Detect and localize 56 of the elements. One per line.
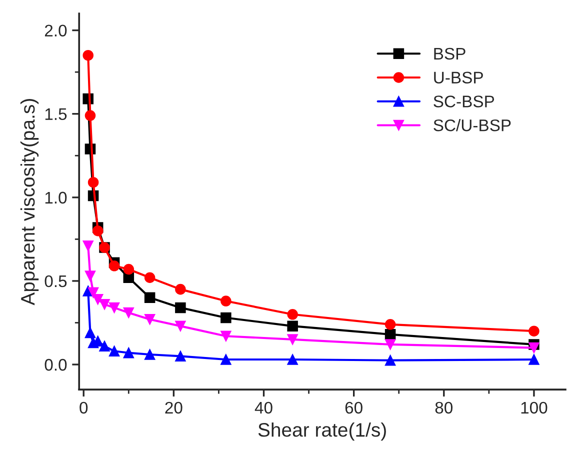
point	[175, 320, 186, 332]
point	[99, 298, 110, 310]
point	[123, 264, 134, 275]
y-tick-label: 1.0	[45, 192, 67, 204]
point	[144, 292, 156, 304]
point	[144, 314, 156, 325]
point	[220, 296, 232, 306]
point	[220, 312, 232, 324]
point	[108, 260, 120, 272]
point	[84, 270, 96, 282]
point	[384, 319, 396, 330]
point	[528, 326, 540, 336]
point	[88, 287, 99, 298]
point	[384, 339, 396, 350]
x-tick-label: 0	[80, 402, 88, 414]
point	[220, 330, 232, 342]
legend-label: SC-BSP	[434, 96, 494, 108]
x-tick-label: 20	[165, 402, 182, 414]
point	[108, 346, 120, 357]
point	[528, 342, 540, 354]
legend-label: SC/U-BSP	[434, 119, 511, 132]
point	[92, 294, 104, 305]
x-tick-label: 80	[435, 402, 453, 414]
point	[82, 50, 94, 61]
point	[287, 354, 298, 365]
point	[175, 350, 186, 362]
point	[123, 347, 134, 358]
y-tick-label: 1.5	[45, 108, 67, 120]
point	[384, 354, 396, 366]
point	[108, 302, 120, 314]
point	[144, 272, 156, 283]
y-tick-label: 0.0	[44, 358, 67, 371]
y-tick-label: 2.0	[44, 24, 67, 37]
point	[92, 225, 104, 236]
point	[88, 176, 99, 188]
point	[287, 309, 298, 320]
point	[287, 334, 298, 345]
point	[84, 110, 96, 121]
x-tick-label: 40	[254, 402, 272, 414]
point	[220, 354, 232, 365]
x-axis-title: Shear rate(1/s)	[258, 422, 386, 441]
point	[144, 349, 156, 360]
point	[82, 240, 94, 252]
y-axis-title: Apparent viscosity(pa.s)	[20, 99, 39, 306]
point	[287, 320, 298, 332]
point	[175, 284, 186, 295]
point	[84, 327, 96, 338]
point	[175, 302, 186, 314]
legend-label: U-BSP	[434, 72, 483, 84]
y-tick-label: 0.5	[44, 275, 67, 288]
point	[123, 307, 134, 318]
point	[99, 340, 110, 352]
x-tick-label: 100	[521, 402, 548, 414]
x-tick-label: 60	[345, 402, 362, 414]
legend-label: BSP	[434, 48, 466, 60]
point	[528, 354, 540, 365]
